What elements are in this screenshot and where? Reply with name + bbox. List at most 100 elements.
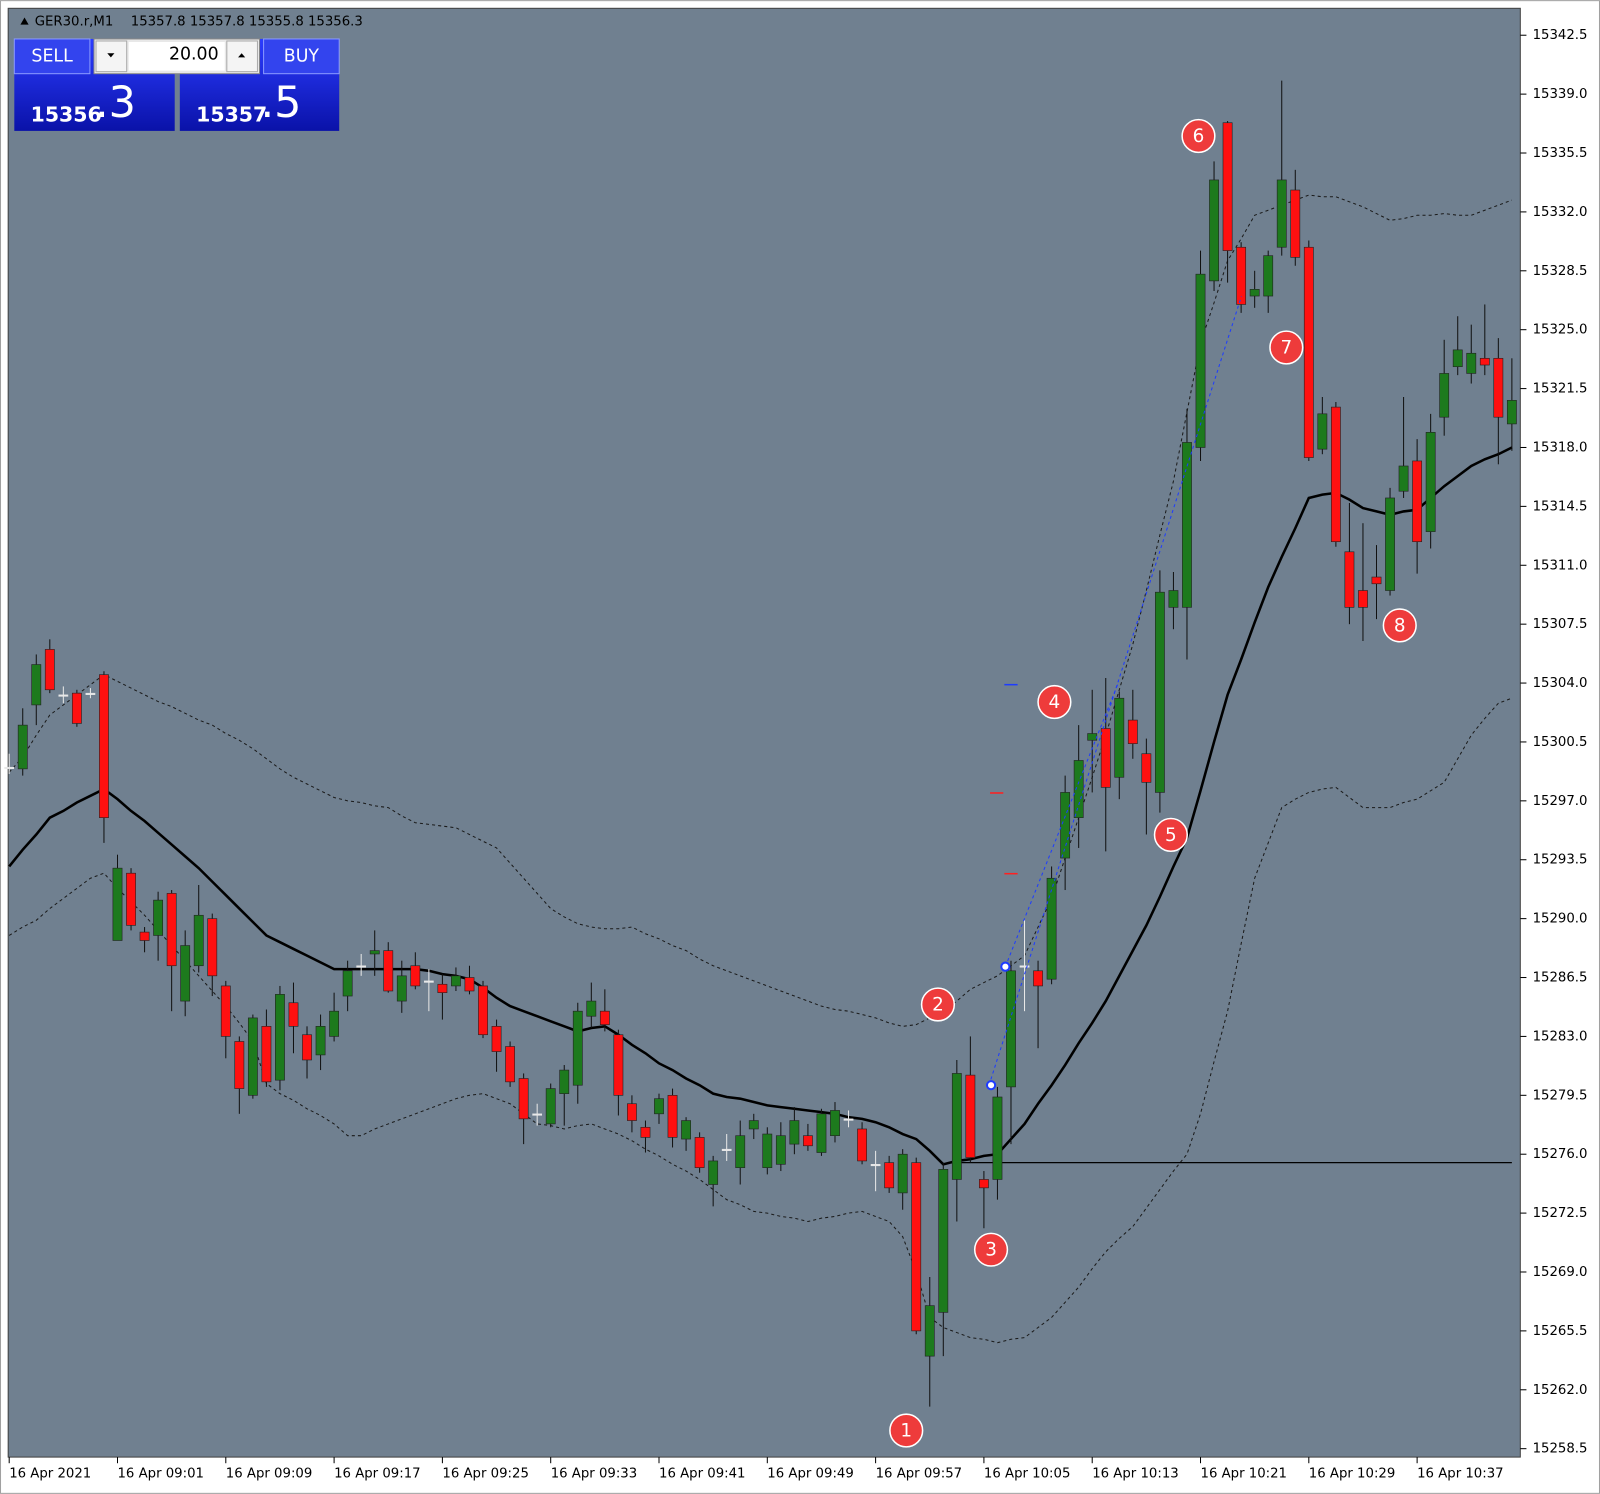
y-tick-label: 15276.0 (1533, 1147, 1588, 1162)
annotation-badge (920, 987, 956, 1022)
y-tick-label: 15269.0 (1533, 1265, 1588, 1280)
candle-body (951, 1073, 962, 1180)
candle-body (667, 1095, 678, 1138)
candle-body (1263, 255, 1274, 297)
up-arrow (238, 53, 246, 58)
candle-body (71, 692, 82, 724)
candle-body (31, 664, 42, 706)
candle-body (329, 1010, 340, 1037)
annotation-badge (1181, 118, 1216, 154)
candle-body (1479, 357, 1490, 366)
candle-body (518, 1078, 529, 1120)
candle-body (139, 931, 150, 941)
volume: 20.00 (169, 44, 219, 64)
candle-body (870, 1164, 881, 1167)
candle-body (1114, 697, 1125, 778)
annotation-badge (973, 1232, 1009, 1267)
candle-body (1222, 122, 1233, 251)
y-tick-label: 15262.0 (1533, 1383, 1588, 1398)
candle-body (613, 1034, 624, 1096)
y-tick-label: 15290.0 (1533, 912, 1588, 927)
candle-body (735, 1135, 746, 1168)
candle-body (315, 1026, 326, 1056)
candle-body (1168, 590, 1179, 608)
x-tick-label: 16 Apr 09:49 (767, 1466, 854, 1481)
candle-body (1344, 551, 1355, 608)
candle-body (694, 1137, 705, 1168)
candle-body (532, 1113, 543, 1116)
y-tick-label: 15314.5 (1533, 499, 1588, 514)
candle-body (1073, 760, 1084, 818)
ohlc-values: 15357.8 15357.8 15355.8 15356.3 (131, 15, 363, 30)
candle-body (99, 674, 109, 818)
candle-body (1452, 349, 1463, 368)
y-tick-label: 15265.5 (1533, 1324, 1588, 1339)
band-line (8, 697, 1513, 1344)
candle-body (275, 994, 285, 1081)
candle-body (924, 1305, 935, 1357)
candle-body (1425, 432, 1436, 532)
candle-body (843, 1118, 854, 1121)
candle-body (126, 872, 136, 926)
candle-body (586, 1000, 597, 1017)
y-tick-label: 15307.5 (1533, 617, 1588, 632)
annotation-label: 6 (1193, 126, 1205, 147)
x-tick-label: 16 Apr 09:17 (334, 1466, 421, 1481)
annotation-label: 2 (932, 994, 944, 1015)
candle-body (180, 945, 191, 1002)
y-tick-label: 15293.5 (1533, 853, 1588, 868)
candle-body (424, 980, 434, 983)
candle-body (220, 985, 231, 1037)
candle-body (884, 1162, 895, 1189)
candle-body (1046, 877, 1057, 980)
candle-body (897, 1153, 908, 1194)
y-tick-label: 15321.5 (1533, 382, 1588, 397)
x-tick-label: 16 Apr 10:05 (984, 1466, 1071, 1481)
candle-body (1412, 460, 1423, 543)
candle-body (1033, 970, 1043, 987)
candle-body (1290, 189, 1301, 258)
y-tick-label: 15272.5 (1533, 1206, 1588, 1221)
y-tick-label: 15328.5 (1533, 264, 1588, 279)
candle-body (1141, 753, 1152, 783)
candle-body (207, 918, 218, 977)
x-tick-label: 16 Apr 09:57 (876, 1466, 963, 1481)
candle-body (396, 975, 407, 1002)
y-tick-label: 15286.5 (1533, 971, 1588, 986)
candle-body (681, 1120, 691, 1140)
y-tick-label: 15297.0 (1533, 794, 1588, 809)
y-tick-label: 15318.0 (1533, 440, 1588, 455)
y-tick-label: 15283.0 (1533, 1029, 1588, 1044)
candle-body (193, 914, 204, 967)
candle-body (1371, 576, 1382, 585)
annotation-label: 3 (985, 1240, 997, 1261)
candle-body (1330, 406, 1341, 543)
candle-body (1100, 728, 1111, 788)
x-tick-label: 16 Apr 2021 (9, 1466, 91, 1481)
candle-body (464, 977, 475, 992)
candle-body (478, 985, 488, 1036)
candle-body (762, 1133, 773, 1168)
candle-body (1493, 357, 1504, 418)
y-tick-label: 15332.0 (1533, 205, 1588, 220)
candle-body (911, 1162, 922, 1332)
candle-body (965, 1074, 976, 1158)
band-line (8, 194, 1513, 1027)
candle-body (1506, 400, 1517, 425)
candle-body (451, 975, 461, 987)
candle-body (830, 1110, 840, 1137)
down-arrow (107, 53, 115, 58)
candle-body (85, 692, 96, 695)
candle-body (261, 1026, 272, 1083)
annotation-badge (1269, 330, 1304, 365)
candle-body (803, 1135, 813, 1147)
candle-body (979, 1179, 989, 1189)
buy-button[interactable] (263, 38, 340, 75)
ask-small: .5 (261, 78, 302, 128)
volume-input[interactable] (128, 42, 225, 71)
candle-body (356, 965, 367, 968)
annotation-label: 7 (1280, 338, 1292, 359)
candle-body (1249, 289, 1260, 297)
sell-button[interactable] (13, 38, 91, 75)
candle-body (599, 1010, 610, 1025)
